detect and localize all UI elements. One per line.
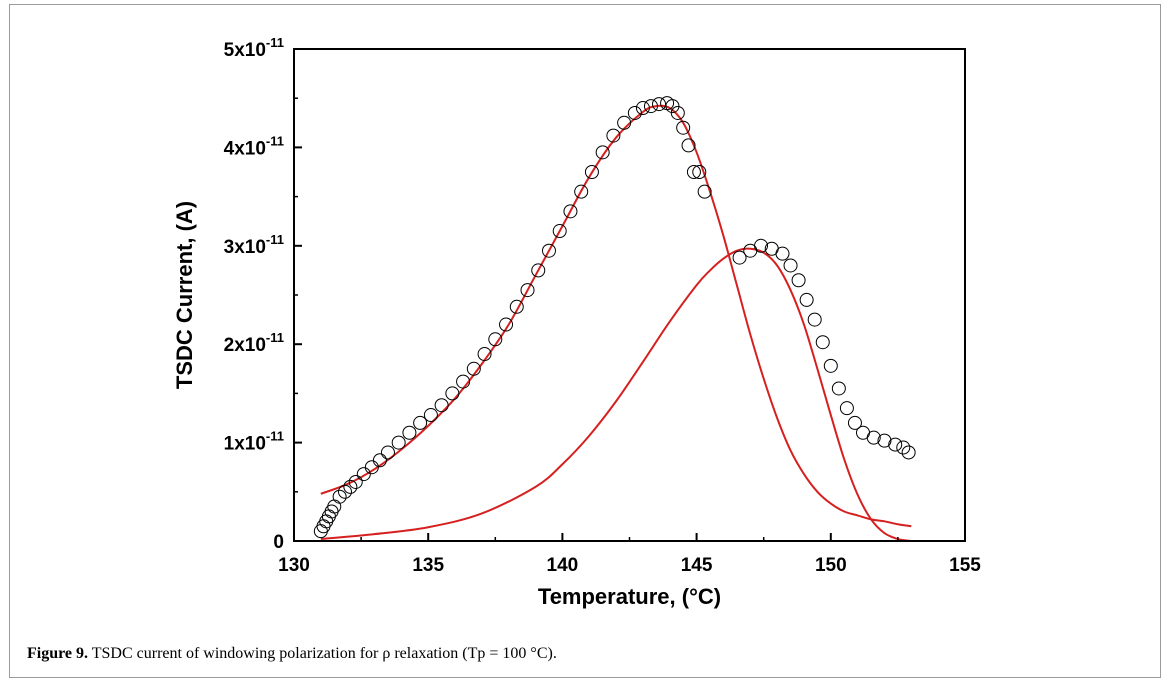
data-point <box>866 430 881 445</box>
data-point <box>434 398 449 413</box>
data-point <box>531 263 546 278</box>
data-point <box>563 204 578 219</box>
data-point <box>901 445 916 460</box>
fit-curves <box>320 104 912 542</box>
data-point <box>324 504 339 519</box>
data-point <box>319 514 334 529</box>
y-tick-label: 3x10-11 <box>224 232 284 258</box>
data-point <box>692 165 707 179</box>
data-point <box>697 184 712 199</box>
data-point <box>402 425 417 440</box>
y-tick-label: 0 <box>273 532 284 553</box>
data-point <box>541 243 556 258</box>
data-point <box>316 519 331 534</box>
data-point <box>477 347 492 362</box>
x-tick-label: 145 <box>681 555 713 576</box>
data-point <box>652 97 667 112</box>
data-point <box>595 145 610 160</box>
data-point <box>337 484 352 499</box>
data-point <box>509 299 524 314</box>
x-tick-label: 150 <box>815 555 847 576</box>
data-point <box>681 138 696 153</box>
data-point <box>686 165 701 179</box>
data-point <box>423 408 438 423</box>
data-point <box>754 238 769 253</box>
figure-frame <box>9 4 1161 678</box>
data-point <box>643 99 658 114</box>
data-point <box>488 332 503 347</box>
data-point <box>839 401 854 416</box>
data-point <box>584 165 599 179</box>
data-point <box>823 358 838 373</box>
data-point <box>670 105 685 120</box>
data-point <box>380 445 395 460</box>
fit-curve-1 <box>320 104 912 528</box>
data-point <box>606 128 621 143</box>
data-point <box>775 246 790 261</box>
data-point <box>888 437 903 452</box>
data-point <box>627 105 642 120</box>
data-point <box>617 115 632 130</box>
x-axis-label: Temperature, (°C) <box>538 584 721 609</box>
data-point <box>348 474 363 489</box>
data-point <box>413 415 428 430</box>
caption-text: TSDC current of windowing polarization f… <box>91 645 557 662</box>
data-point <box>499 317 514 332</box>
data-point <box>676 120 691 135</box>
caption-label: Figure 9. <box>27 645 89 662</box>
data-point <box>815 335 830 350</box>
data-point <box>783 258 798 273</box>
y-tick-label: 2x10-11 <box>224 330 284 356</box>
data-point <box>466 361 481 376</box>
data-point <box>520 283 535 298</box>
x-tick-label: 155 <box>949 555 981 576</box>
data-point <box>327 499 342 514</box>
data-point <box>847 415 862 430</box>
data-point <box>343 479 358 494</box>
data-point <box>321 509 336 524</box>
data-point <box>313 524 328 539</box>
data-point <box>791 273 806 288</box>
data-point <box>445 386 460 401</box>
data-point <box>896 440 911 455</box>
data-point <box>574 184 589 199</box>
data-point <box>635 101 650 116</box>
data-point <box>877 433 892 448</box>
y-tick-label: 4x10-11 <box>224 133 284 159</box>
y-tick-label: 1x10-11 <box>224 429 284 455</box>
data-point <box>552 224 567 239</box>
fit-curve-2 <box>320 247 912 542</box>
x-tick-label: 135 <box>412 555 444 576</box>
x-tick-label: 130 <box>278 555 310 576</box>
y-tick-label: 5x10-11 <box>224 35 284 61</box>
data-point <box>732 250 747 265</box>
data-point <box>799 292 814 307</box>
axes <box>293 48 966 542</box>
data-point <box>372 453 387 468</box>
x-tick-labels: 130 135 140 145 150 155 <box>278 555 981 576</box>
x-tick-label: 140 <box>547 555 579 576</box>
data-point <box>391 435 406 450</box>
data-markers <box>313 96 916 539</box>
y-tick-labels: 0 1x10-11 2x10-11 3x10-11 4x10-11 5x10-11 <box>224 35 284 553</box>
data-point <box>356 467 371 482</box>
figure-caption: Figure 9. TSDC current of windowing pola… <box>27 645 557 663</box>
data-point <box>332 489 347 504</box>
y-axis-label: TSDC Current, (A) <box>172 201 197 389</box>
data-point <box>364 460 379 475</box>
data-point <box>831 381 846 396</box>
data-point <box>807 312 822 327</box>
data-point <box>456 374 471 389</box>
